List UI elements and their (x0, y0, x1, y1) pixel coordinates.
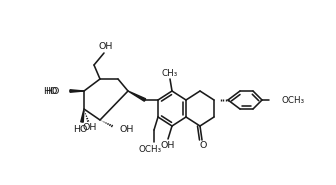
Text: OH: OH (120, 125, 134, 134)
Text: OH: OH (99, 41, 113, 51)
Text: OCH₃: OCH₃ (138, 144, 162, 154)
Polygon shape (128, 91, 145, 101)
Text: OH: OH (83, 124, 97, 132)
Text: OCH₃: OCH₃ (281, 95, 304, 105)
Text: OH: OH (161, 142, 175, 151)
Text: HO: HO (46, 87, 60, 95)
Text: HO: HO (44, 87, 58, 95)
Text: O: O (199, 142, 207, 151)
Text: CH₃: CH₃ (162, 68, 178, 78)
Polygon shape (70, 90, 84, 92)
Polygon shape (81, 109, 84, 122)
Text: HO: HO (73, 125, 87, 134)
